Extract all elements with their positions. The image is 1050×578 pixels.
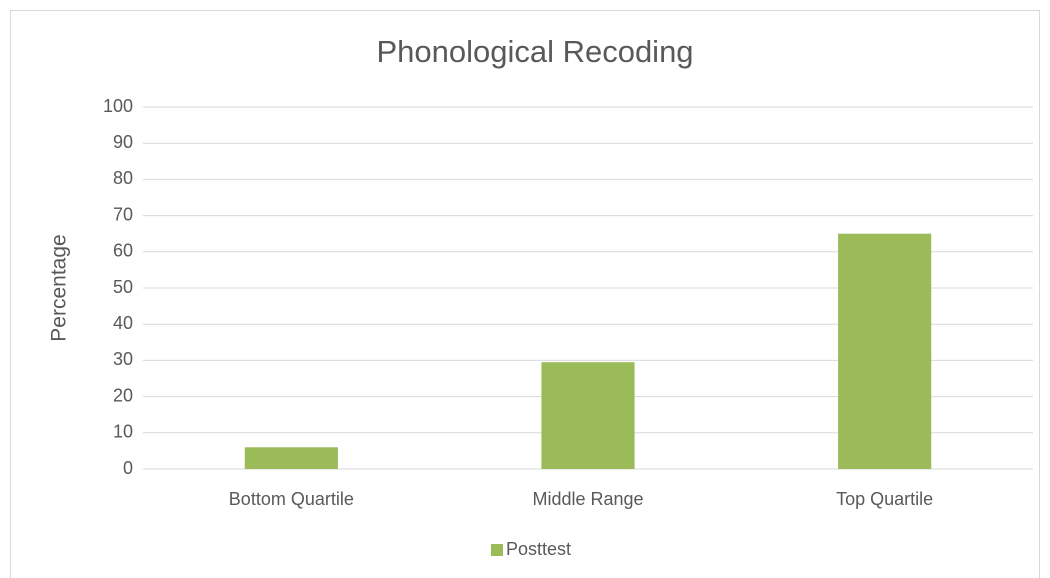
y-tick-label: 20 [113,385,133,405]
y-tick-label: 90 [113,132,133,152]
y-tick-label: 30 [113,349,133,369]
y-tick-label: 50 [113,277,133,297]
x-tick-label: Bottom Quartile [229,489,354,509]
bar [244,447,338,469]
legend-swatch [491,544,503,556]
chart-title: Phonological Recoding [376,34,693,69]
y-tick-label: 100 [103,96,133,116]
y-tick-label: 60 [113,241,133,261]
bar [541,362,635,469]
y-tick-label: 70 [113,204,133,224]
y-tick-label: 0 [123,458,133,478]
x-tick-label: Top Quartile [836,489,933,509]
y-tick-label: 40 [113,313,133,333]
bar [838,233,932,469]
y-tick-label: 10 [113,422,133,442]
legend-label: Posttest [506,539,571,559]
y-axis-label: Percentage [48,234,71,341]
y-tick-label: 80 [113,168,133,188]
x-tick-label: Middle Range [532,489,643,509]
